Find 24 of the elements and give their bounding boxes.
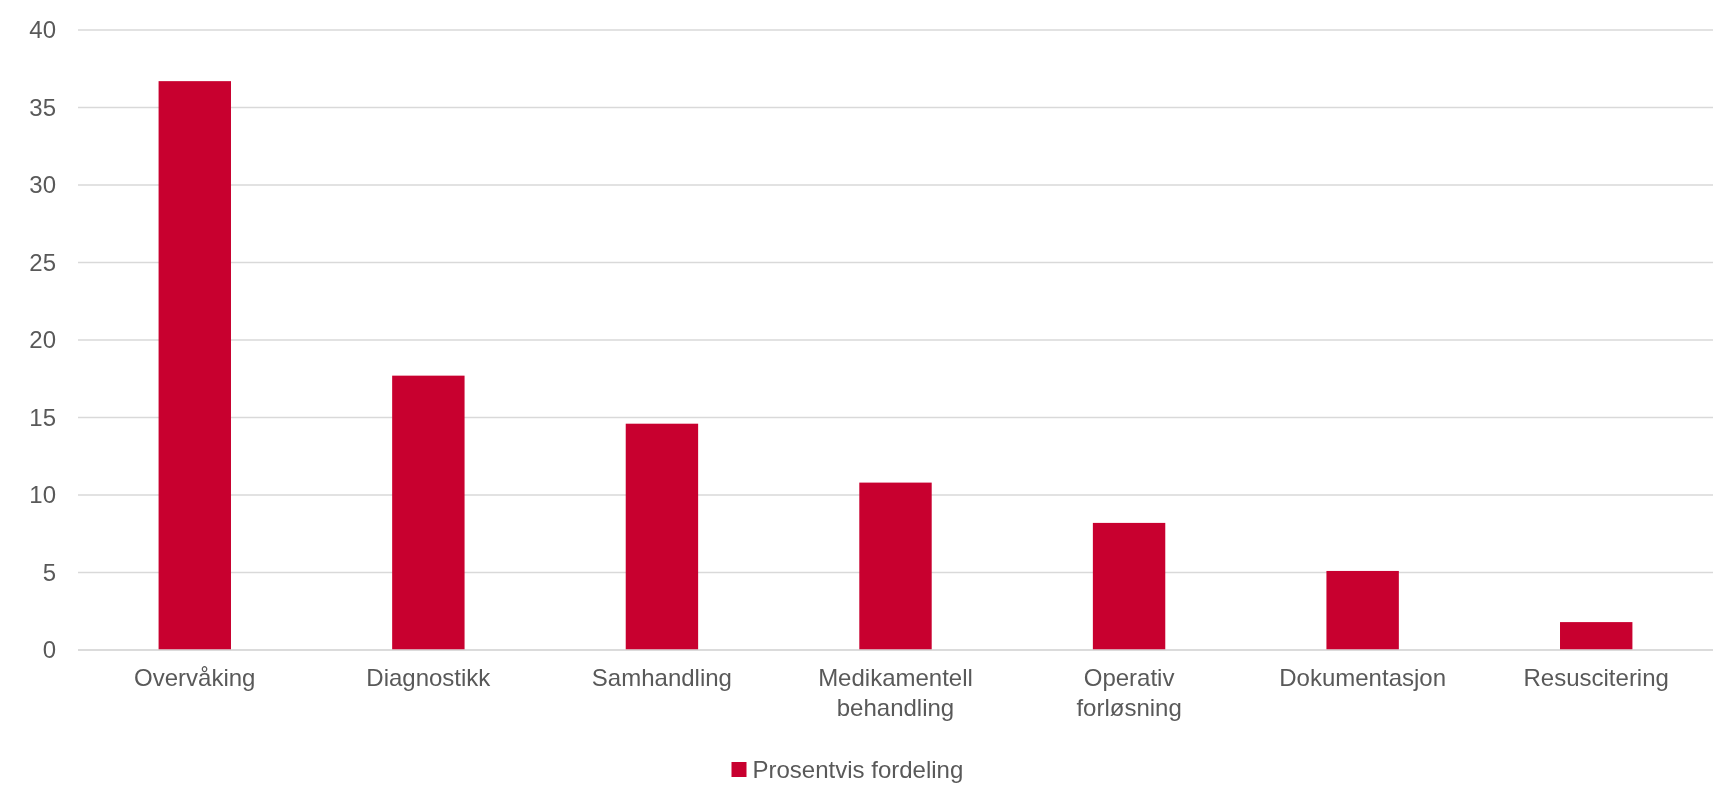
y-tick-label: 35	[29, 93, 56, 121]
bar	[1560, 622, 1633, 650]
y-tick-label: 20	[29, 326, 56, 354]
y-tick-label: 30	[29, 171, 56, 199]
x-tick-label: Overvåking	[134, 664, 256, 691]
x-tick-label: Resuscitering	[1523, 664, 1669, 691]
x-tick-label: Samhandling	[591, 664, 732, 691]
bar	[1326, 570, 1399, 650]
x-tick-label: Medikamentell behandling	[818, 664, 973, 721]
bar	[392, 375, 465, 650]
y-tick-label: 0	[42, 636, 56, 664]
y-tick-label: 25	[29, 248, 56, 276]
bar	[625, 423, 699, 650]
y-tick-label: 15	[29, 403, 56, 431]
x-tick-label: Diagnostikk	[366, 664, 492, 691]
bar	[158, 81, 231, 650]
x-tick-label: Operativ forløsning	[1076, 664, 1182, 721]
legend-label: Prosentvis fordeling	[752, 756, 964, 784]
bar	[1092, 522, 1166, 650]
x-tick-label: Dokumentasjon	[1279, 664, 1447, 691]
y-tick-label: 40	[29, 16, 56, 44]
bar	[859, 482, 932, 650]
y-tick-label: 5	[42, 558, 56, 586]
y-tick-label: 10	[29, 481, 56, 509]
